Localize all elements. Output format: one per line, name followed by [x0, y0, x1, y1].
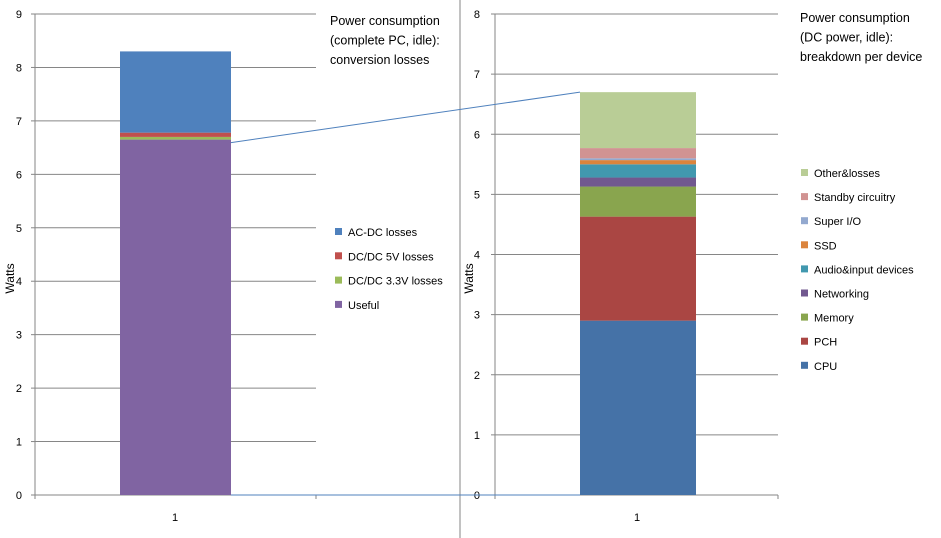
legend-label: Audio&input devices — [814, 264, 914, 276]
legend-swatch — [801, 169, 808, 176]
y-tick-label: 2 — [16, 383, 22, 395]
bar-segment-ac-dc-losses — [120, 51, 231, 133]
legend-swatch — [801, 193, 808, 201]
bar-segment-pch — [580, 216, 696, 321]
bar-segment-dc-dc-3-3v-losses — [120, 136, 231, 140]
legend-swatch — [801, 217, 808, 225]
y-tick-label: 0 — [16, 490, 22, 502]
y-tick-label: 5 — [16, 223, 22, 235]
y-tick-label: 8 — [474, 9, 480, 21]
legend-label: Other&losses — [814, 168, 881, 180]
y-tick-label: 6 — [16, 169, 22, 181]
y-tick-label: 1 — [16, 437, 22, 449]
legend-swatch — [801, 265, 808, 273]
y-tick-label: 5 — [474, 189, 480, 201]
bar-segment-standby-circuitry — [580, 148, 696, 159]
chart-title-line: (DC power, idle): — [800, 31, 893, 45]
x-tick-label: 1 — [172, 512, 178, 524]
bar-segment-useful — [120, 139, 231, 495]
bar-segment-audio-input-devices — [580, 164, 696, 178]
legend-label: Networking — [814, 289, 869, 301]
legend-swatch — [801, 241, 808, 249]
y-tick-label: 9 — [16, 9, 22, 21]
legend-swatch — [335, 252, 342, 260]
bar-segment-cpu — [580, 320, 696, 495]
y-tick-label: 8 — [16, 62, 22, 74]
y-tick-label: 6 — [474, 129, 480, 141]
y-tick-label: 2 — [474, 370, 480, 382]
legend-label: Standby circuitry — [814, 192, 896, 204]
bar-segment-memory — [580, 186, 696, 217]
bar-segment-super-i-o — [580, 158, 696, 161]
conversion-losses-chart: 0 1 2 3 4 5 6 7 8 9 Watts 1 Power consumption (comple… — [3, 9, 443, 524]
bar-segment-networking — [580, 177, 696, 187]
bar-segment-ssd — [580, 160, 696, 165]
legend-label: DC/DC 3.3V losses — [348, 276, 443, 288]
y-tick-label: 1 — [474, 430, 480, 442]
y-tick-label: 7 — [16, 116, 22, 128]
legend-label: Useful — [348, 300, 379, 312]
legend-label: SSD — [814, 240, 837, 252]
y-tick-label: 4 — [16, 276, 22, 288]
legend-label: AC-DC losses — [348, 227, 418, 239]
connector-lines — [230, 91, 581, 496]
legend-swatch — [335, 276, 342, 284]
chart-title-line: (complete PC, idle): — [330, 34, 440, 48]
chart-title-line: Power consumption — [800, 11, 910, 25]
legend-label: Super I/O — [814, 216, 862, 228]
y-tick-label: 3 — [16, 330, 22, 342]
legend-label: PCH — [814, 337, 837, 349]
legend-label: DC/DC 5V losses — [348, 251, 434, 263]
bar-segment-dc-dc-5v-losses — [120, 132, 231, 137]
device-breakdown-chart: 0 1 2 3 4 5 6 7 8 Watts 1 Power consumption (DC powe… — [462, 9, 922, 524]
connector-top — [230, 91, 581, 144]
y-tick-label: 4 — [474, 250, 480, 262]
legend-label: Memory — [814, 313, 854, 325]
legend-swatch — [335, 300, 342, 308]
chart-title-line: conversion losses — [330, 53, 429, 67]
y-tick-label: 7 — [474, 69, 480, 81]
y-tick-label: 0 — [474, 490, 480, 502]
chart-title-line: breakdown per device — [800, 50, 922, 64]
x-tick-label: 1 — [634, 512, 640, 524]
legend-label: CPU — [814, 361, 837, 373]
bar-segment-other-losses — [580, 92, 696, 149]
y-tick-label: 3 — [474, 310, 480, 322]
chart-title-line: Power consumption — [330, 14, 440, 28]
y-axis-title: Watts — [462, 263, 476, 293]
legend-swatch — [335, 228, 342, 235]
legend-swatch — [801, 313, 808, 321]
legend-swatch — [801, 337, 808, 345]
legend-swatch — [801, 289, 808, 297]
legend-swatch — [801, 361, 808, 369]
y-axis-title: Watts — [3, 263, 17, 293]
